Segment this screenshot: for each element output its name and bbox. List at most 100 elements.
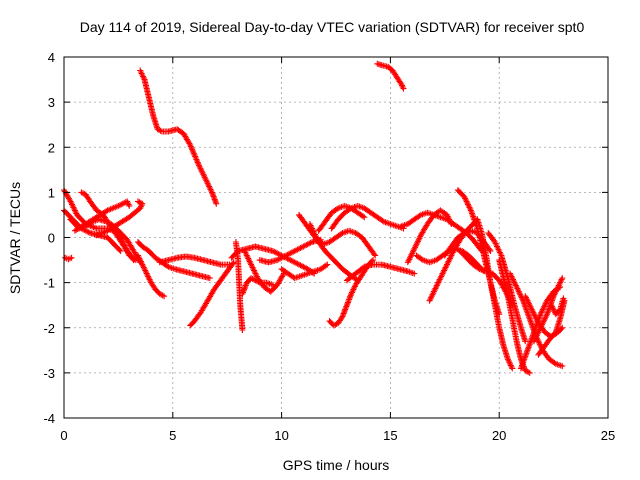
data-point: [323, 262, 329, 269]
x-tick-label: 0: [60, 428, 67, 443]
data-series: [61, 60, 568, 376]
series-arc-19: [278, 261, 331, 282]
data-point: [239, 327, 246, 333]
x-tick-label: 5: [169, 428, 176, 443]
x-tick-label: 15: [383, 428, 397, 443]
data-point: [340, 310, 347, 317]
data-point: [559, 324, 566, 331]
series-arc-39: [531, 275, 566, 345]
data-point: [186, 140, 193, 147]
series-arc-09: [374, 60, 407, 92]
data-point: [342, 306, 349, 313]
data-point: [130, 257, 137, 264]
data-point: [212, 197, 219, 204]
x-tick-labels: 0 5 10 15 20 25: [60, 428, 615, 443]
data-point: [240, 288, 247, 295]
series-arc-23: [328, 202, 407, 232]
data-point: [344, 300, 351, 307]
data-point: [211, 195, 218, 201]
x-tick-label: 10: [274, 428, 288, 443]
series-arc-13: [187, 259, 237, 329]
data-point: [79, 190, 86, 197]
data-point: [347, 293, 354, 300]
data-point: [117, 248, 124, 254]
data-point: [371, 251, 378, 258]
data-point: [239, 290, 246, 297]
data-point: [487, 248, 494, 254]
y-tick-label: 4: [48, 50, 55, 65]
data-point: [339, 313, 346, 320]
data-point: [343, 303, 350, 310]
data-point: [136, 199, 143, 206]
data-point: [229, 260, 236, 267]
series-arc-05: [62, 254, 75, 263]
series-arc-25: [343, 261, 418, 284]
data-point: [126, 202, 133, 209]
series-arc-27: [404, 207, 455, 266]
x-tick-label: 25: [601, 428, 615, 443]
data-point: [230, 259, 237, 266]
chart-title: Day 114 of 2019, Sidereal Day-to-day VTE…: [80, 19, 585, 35]
series-arc-10: [135, 239, 213, 282]
data-point: [361, 214, 368, 221]
data-point: [192, 153, 199, 160]
data-point: [400, 85, 407, 92]
data-point: [135, 198, 141, 205]
data-point: [416, 212, 423, 219]
data-point: [190, 150, 197, 157]
y-tick-label: 3: [48, 95, 55, 110]
series-arc-08: [137, 67, 220, 207]
data-point: [559, 275, 566, 282]
data-point: [187, 142, 194, 148]
data-point: [206, 275, 213, 282]
data-point: [68, 254, 75, 261]
y-tick-label: 0: [48, 231, 55, 246]
series-arc-07: [93, 198, 146, 239]
data-point: [189, 147, 196, 154]
series-arc-35: [496, 257, 533, 376]
series-arc-15: [232, 239, 246, 333]
series-arc-21: [306, 221, 379, 259]
series-arc-41: [548, 295, 567, 318]
y-axis-label: SDTVAR / TECUs: [7, 182, 23, 294]
data-point: [116, 246, 123, 253]
data-point: [360, 213, 366, 220]
data-point: [161, 293, 168, 300]
y-tick-label: 1: [48, 185, 55, 200]
series-arc-11: [135, 252, 168, 300]
data-point: [213, 200, 220, 207]
series-arc-40: [535, 324, 566, 358]
data-point: [509, 365, 516, 372]
series-arc-17: [241, 248, 287, 295]
x-tick-label: 20: [492, 428, 506, 443]
data-point: [129, 255, 136, 262]
data-point: [486, 246, 493, 253]
y-tick-labels: -4 -3 -2 -1 0 1 2 3 4: [43, 50, 55, 426]
series-arc-06: [71, 198, 133, 234]
data-point: [209, 190, 216, 197]
data-point: [448, 221, 455, 227]
data-point: [558, 325, 565, 332]
axis-ticks: [63, 56, 609, 419]
data-point: [418, 256, 425, 263]
y-tick-label: -1: [43, 276, 55, 291]
x-axis-label: GPS time / hours: [283, 457, 390, 473]
data-point: [559, 363, 566, 370]
data-point: [338, 314, 345, 321]
y-tick-label: -2: [43, 321, 55, 336]
y-tick-label: -4: [43, 411, 55, 426]
data-point: [324, 261, 331, 268]
data-point: [157, 127, 164, 134]
data-point: [372, 252, 379, 259]
series-arc-12: [156, 253, 233, 268]
data-point: [85, 229, 92, 236]
series-arc-18: [256, 236, 324, 266]
y-tick-label: 2: [48, 140, 55, 155]
data-point: [560, 295, 567, 302]
data-point: [526, 369, 533, 376]
data-point: [522, 338, 529, 345]
data-point: [360, 264, 366, 271]
data-point: [411, 270, 418, 277]
y-tick-label: -3: [43, 366, 55, 381]
